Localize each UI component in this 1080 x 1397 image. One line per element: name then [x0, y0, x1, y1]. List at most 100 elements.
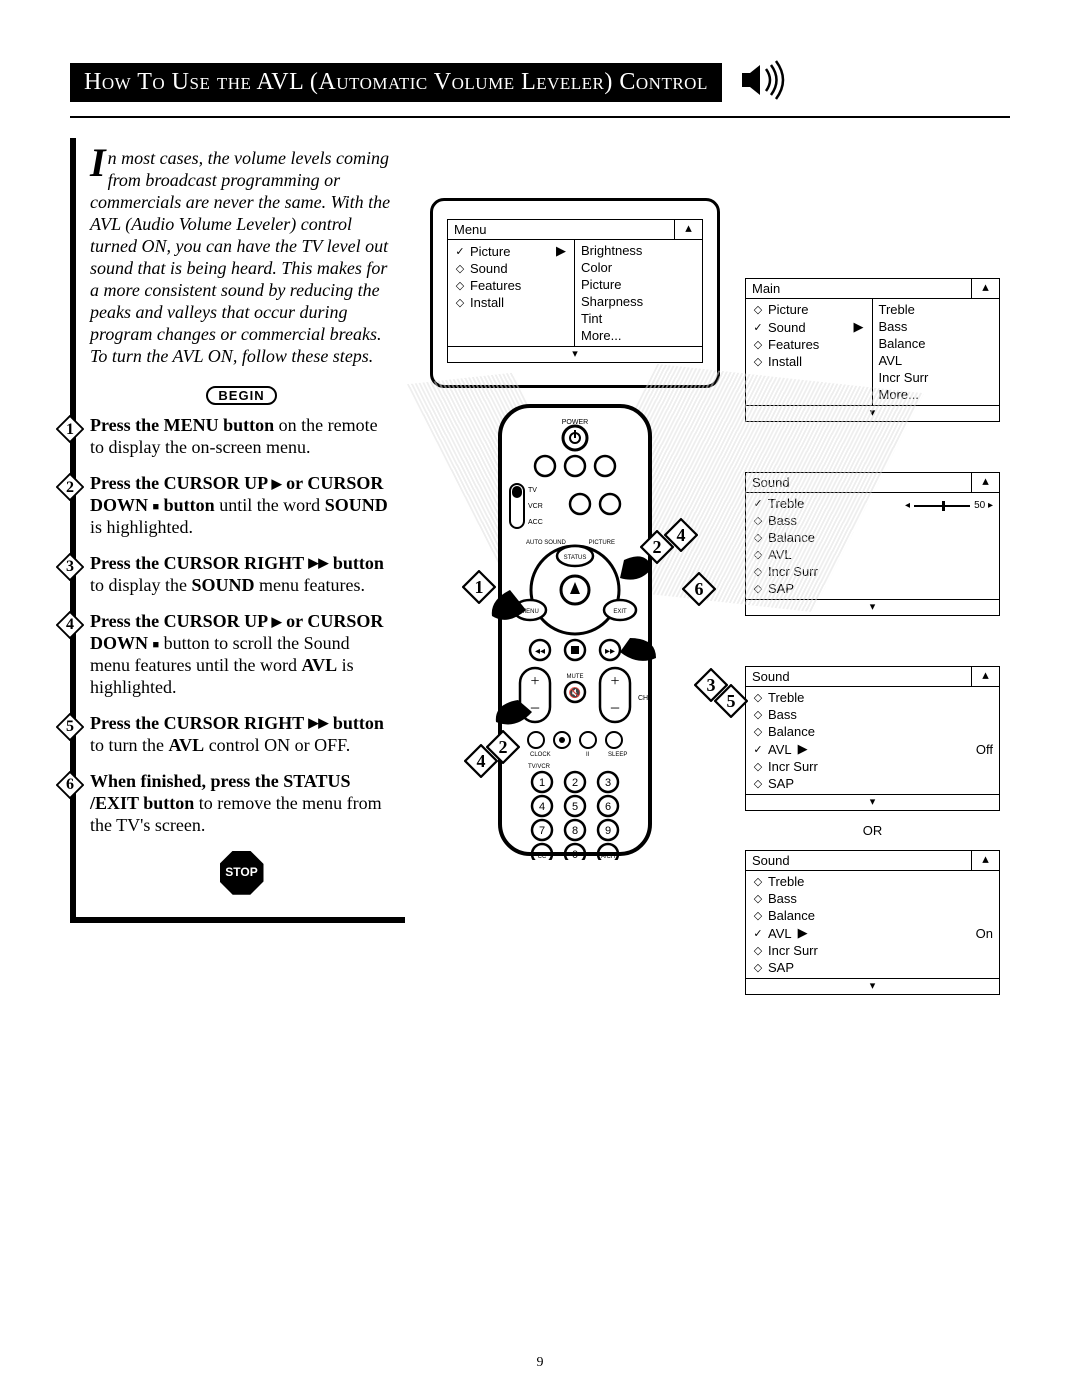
svg-text:A/CH: A/CH: [601, 854, 615, 860]
tv-submenu-item: Sharpness: [575, 293, 702, 310]
panel-up-arrow-icon: ▴: [971, 473, 999, 492]
submenu-item: Balance: [873, 335, 1000, 352]
tv-submenu-item: More...: [575, 327, 702, 344]
page-number: 9: [0, 1355, 1080, 1371]
callout-diamond-4: 4: [664, 518, 698, 552]
svg-text:6: 6: [605, 801, 611, 813]
tv-submenu-item: Color: [575, 259, 702, 276]
panel-up-arrow-icon: ▴: [971, 667, 999, 686]
menu-item: ◇Features: [746, 336, 872, 353]
step-diamond-icon: 5: [56, 713, 84, 741]
svg-text:MUTE: MUTE: [567, 674, 584, 680]
step-diamond-icon: 6: [56, 771, 84, 799]
svg-text:9: 9: [605, 825, 611, 837]
step-diamond-icon: 1: [56, 415, 84, 443]
submenu-item: Incr Surr: [873, 369, 1000, 386]
callout-diamond-4: 4: [464, 744, 498, 778]
svg-text:TV: TV: [528, 487, 537, 494]
svg-text:VCR: VCR: [528, 503, 543, 510]
svg-text:−: −: [530, 698, 540, 718]
menu-panel: Sound▴ ◇Treble◇Bass◇Balance✓AVL▶On◇Incr …: [745, 850, 1000, 995]
svg-text:◂◂: ◂◂: [535, 646, 545, 657]
tv-submenu-item: Tint: [575, 310, 702, 327]
menu-item: ◇Treble: [746, 689, 999, 706]
panel-down-arrow-icon: ▾: [746, 794, 999, 810]
step-diamond-icon: 2: [56, 473, 84, 501]
step-3: 3Press the CURSOR RIGHT ▶▶ button to dis…: [56, 553, 393, 597]
menu-item: ✓AVL▶Off: [746, 740, 999, 758]
step-diamond-icon: 3: [56, 553, 84, 581]
svg-text:CC: CC: [538, 854, 547, 860]
menu-item: ◇Treble: [746, 873, 999, 890]
callout-diamond-1: 1: [462, 570, 496, 604]
svg-text:+: +: [530, 673, 539, 690]
svg-text:8: 8: [572, 825, 578, 837]
remote-control: POWER TV VCR ACC AUTO SOUND PICTUR: [450, 400, 700, 860]
tv-submenu-item: Picture: [575, 276, 702, 293]
svg-text:STATUS: STATUS: [564, 555, 587, 561]
svg-text:3: 3: [605, 777, 611, 789]
step-diamond-icon: 4: [56, 611, 84, 639]
callout-diamond-6: 6: [682, 572, 716, 606]
illustration-column: Menu ▴ ✓Picture▶◇Sound◇Features◇Install …: [425, 138, 725, 860]
svg-text:2: 2: [572, 777, 578, 789]
callout-diamond-5: 5: [714, 684, 748, 718]
tv-menu-item: ◇Sound: [448, 260, 574, 277]
menu-item: ◇Install: [746, 353, 872, 370]
onscreen-menu: Menu ▴ ✓Picture▶◇Sound◇Features◇Install …: [447, 219, 703, 363]
remote-svg: POWER TV VCR ACC AUTO SOUND PICTUR: [470, 400, 680, 860]
menu-panel: Sound▴ ◇Treble◇Bass◇Balance✓AVL▶Off◇Incr…: [745, 666, 1000, 811]
panel-up-arrow-icon: ▴: [971, 279, 999, 298]
dropcap: I: [90, 148, 108, 178]
menu-down-arrow-icon: ▾: [448, 346, 702, 362]
submenu-item: AVL: [873, 352, 1000, 369]
panel-header: Sound: [746, 667, 971, 686]
intro-paragraph: In most cases, the volume levels coming …: [90, 148, 393, 368]
step-5: 5Press the CURSOR RIGHT ▶▶ button to tur…: [56, 713, 393, 757]
svg-text:SLEEP: SLEEP: [608, 752, 627, 758]
tv-submenu-item: Brightness: [575, 242, 702, 259]
svg-text:CLOCK: CLOCK: [530, 752, 551, 758]
svg-text:CH: CH: [638, 695, 648, 702]
menu-item: ◇Balance: [746, 723, 999, 740]
panel-up-arrow-icon: ▴: [971, 851, 999, 870]
svg-text:0: 0: [572, 849, 578, 860]
instructions-column: In most cases, the volume levels coming …: [70, 138, 405, 923]
tv-menu-item: ◇Features: [448, 277, 574, 294]
svg-text:AUTO SOUND: AUTO SOUND: [526, 540, 567, 546]
step-4: 4Press the CURSOR UP ▶ or CURSOR DOWN ■ …: [56, 611, 393, 699]
divider-line: [70, 116, 1010, 118]
title-row: How To Use the AVL (Automatic Volume Lev…: [70, 55, 1010, 110]
step-6: 6When finished, press the STATUS /EXIT b…: [56, 771, 393, 837]
svg-text:TV/VCR: TV/VCR: [528, 764, 551, 770]
panel-header: Sound: [746, 851, 971, 870]
svg-text:4: 4: [539, 801, 545, 813]
menu-item: ◇Picture: [746, 301, 872, 318]
tv-menu-item: ◇Install: [448, 294, 574, 311]
svg-text:7: 7: [539, 825, 545, 837]
menu-item: ◇Incr Surr: [746, 942, 999, 959]
menu-up-arrow-icon: ▴: [674, 220, 702, 239]
menu-item: ✓Sound▶: [746, 318, 872, 336]
menu-item: ◇Incr Surr: [746, 758, 999, 775]
page-title: How To Use the AVL (Automatic Volume Lev…: [70, 63, 722, 102]
svg-text:PICTURE: PICTURE: [589, 540, 615, 546]
svg-text:5: 5: [572, 801, 578, 813]
svg-text:II: II: [586, 752, 590, 758]
svg-text:EXIT: EXIT: [613, 609, 627, 615]
menu-item: ◇Balance: [746, 907, 999, 924]
svg-text:+: +: [610, 673, 619, 690]
stop-badge: STOP: [90, 851, 393, 895]
tv-menu-item: ✓Picture▶: [448, 242, 574, 260]
step-2: 2Press the CURSOR UP ▶ or CURSOR DOWN ■ …: [56, 473, 393, 539]
begin-badge: BEGIN: [90, 384, 393, 406]
menu-item: ◇SAP: [746, 775, 999, 792]
svg-text:ACC: ACC: [528, 519, 543, 526]
submenu-item: Bass: [873, 318, 1000, 335]
menu-item: ✓AVL▶On: [746, 924, 999, 942]
or-label: OR: [745, 823, 1000, 838]
panel-header: Main: [746, 279, 971, 298]
svg-text:🔇: 🔇: [569, 686, 581, 699]
menu-header-label: Menu: [448, 220, 674, 239]
menu-item: ◇Bass: [746, 890, 999, 907]
